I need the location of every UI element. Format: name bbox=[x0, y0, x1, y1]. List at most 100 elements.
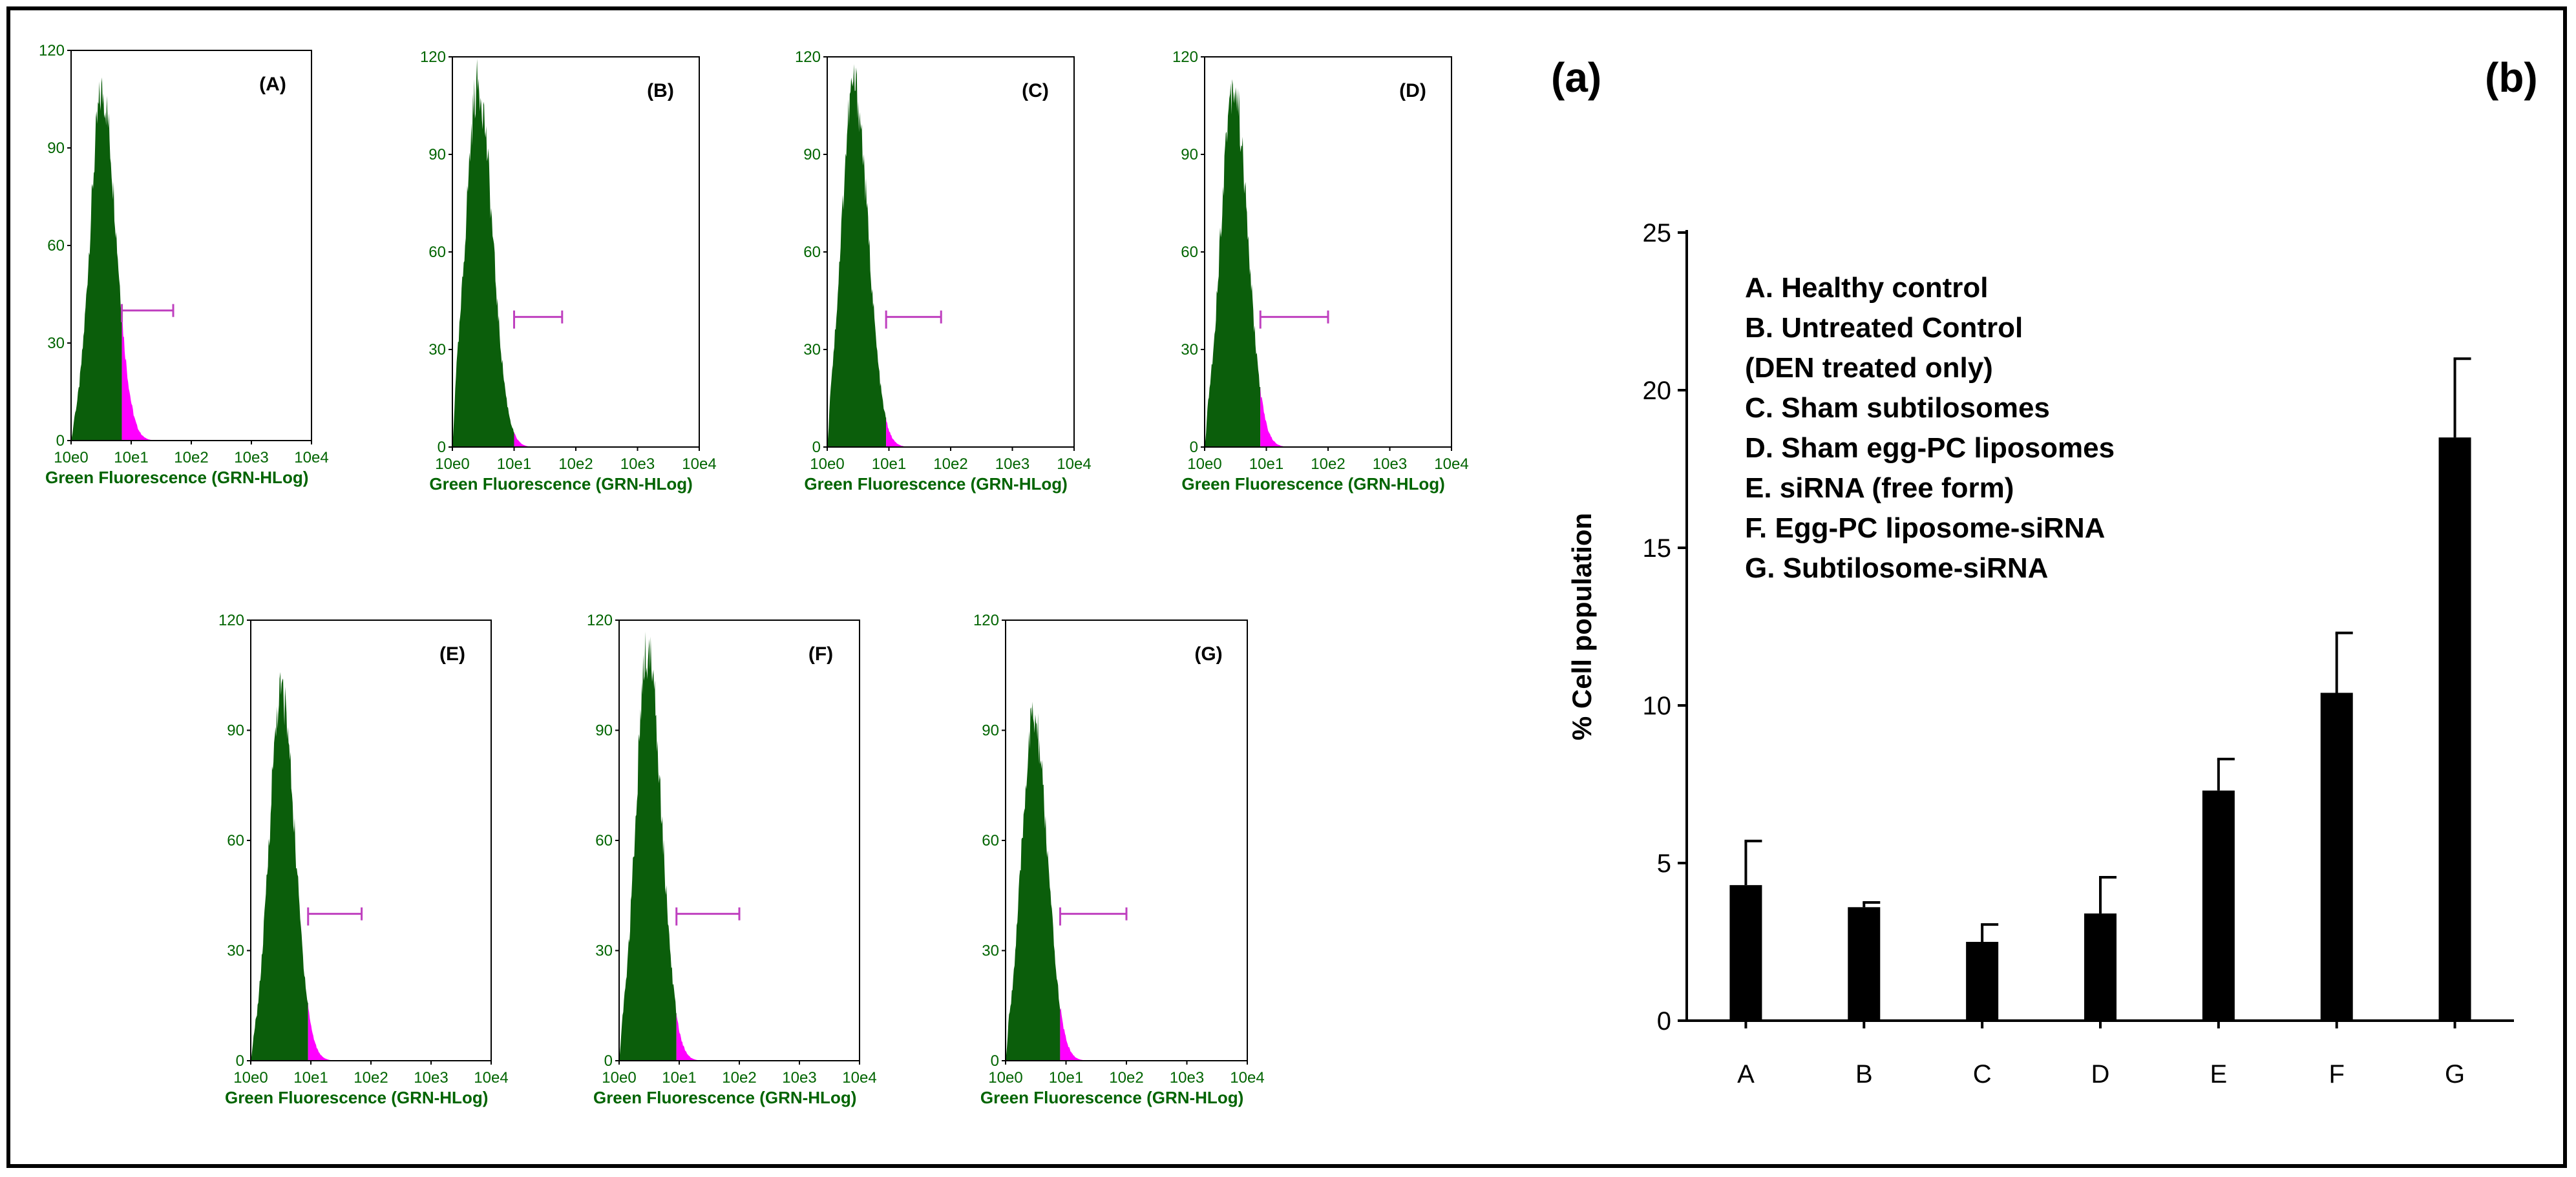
histogram-distribution bbox=[71, 77, 122, 441]
y-tick-label: 0 bbox=[56, 432, 65, 450]
y-tick-label: 0 bbox=[991, 1052, 999, 1070]
x-tick-label: 10e0 bbox=[810, 455, 844, 473]
y-tick-label: 120 bbox=[973, 612, 999, 629]
legend-entry: (DEN treated only) bbox=[1745, 352, 1993, 384]
y-tick-label: 0 bbox=[1190, 439, 1198, 456]
y-tick-label: 30 bbox=[982, 943, 999, 960]
y-tick-label: 0 bbox=[1657, 1007, 1671, 1036]
x-tick-label: 10e3 bbox=[414, 1069, 448, 1087]
x-tick-label: 10e1 bbox=[872, 455, 906, 473]
histogram-title: (D) bbox=[1399, 80, 1426, 101]
x-tick-label: 10e0 bbox=[1187, 455, 1221, 473]
y-tick-label: 60 bbox=[595, 832, 613, 849]
y-tick-label: 60 bbox=[227, 832, 244, 849]
y-tick-label: 30 bbox=[1181, 341, 1198, 359]
x-tick-label: 10e2 bbox=[174, 449, 208, 466]
bar-e bbox=[2202, 790, 2235, 1021]
x-tick-label: 10e4 bbox=[1057, 455, 1091, 473]
x-tick-label: 10e2 bbox=[1109, 1069, 1143, 1087]
gated-distribution bbox=[121, 315, 167, 441]
y-tick-label: 10 bbox=[1643, 692, 1672, 720]
y-tick-label: 20 bbox=[1643, 377, 1672, 405]
y-tick-label: 60 bbox=[803, 244, 821, 261]
x-tick-label: 10e3 bbox=[620, 455, 655, 473]
x-axis-label: Green Fluorescence (GRN-HLog) bbox=[980, 1088, 1243, 1107]
gated-distribution bbox=[514, 432, 551, 447]
histogram-title: (A) bbox=[259, 74, 286, 95]
y-tick-label: 90 bbox=[428, 146, 446, 163]
x-tick-label: D bbox=[2091, 1060, 2110, 1088]
bar-chart: 0 5 10 15 20 25 A B C D E F G % Cell population A. Hea… bbox=[1567, 219, 2514, 1088]
bar-b bbox=[1848, 907, 1881, 1021]
histogram-distribution bbox=[452, 59, 514, 448]
x-axis-label: Green Fluorescence (GRN-HLog) bbox=[804, 474, 1067, 494]
x-axis-label: Green Fluorescence (GRN-HLog) bbox=[1181, 474, 1444, 494]
panel-label-a: (a) bbox=[1551, 54, 1601, 101]
x-tick-label: 10e4 bbox=[474, 1069, 508, 1087]
panel-label-b: (b) bbox=[2485, 54, 2538, 101]
x-tick-label: 10e1 bbox=[293, 1069, 328, 1087]
x-tick-label: 10e2 bbox=[722, 1069, 756, 1087]
x-tick-label: A bbox=[1737, 1060, 1755, 1088]
histogram-distribution bbox=[1006, 702, 1061, 1061]
x-tick-label: 10e4 bbox=[294, 449, 328, 466]
y-tick-label: 0 bbox=[236, 1052, 244, 1070]
x-tick-label: B bbox=[1855, 1060, 1873, 1088]
y-tick-label: 120 bbox=[795, 48, 821, 66]
histogram-distribution bbox=[1205, 79, 1261, 448]
x-tick-label: 10e3 bbox=[1373, 455, 1407, 473]
legend-entry: F. Egg-PC liposome-siRNA bbox=[1745, 512, 2105, 544]
x-tick-label: 10e2 bbox=[1311, 455, 1345, 473]
gated-distribution bbox=[676, 1013, 715, 1061]
y-tick-label: 0 bbox=[438, 439, 446, 456]
y-tick-label: 60 bbox=[1181, 244, 1198, 261]
x-tick-label: 10e1 bbox=[662, 1069, 696, 1087]
y-tick-label: 120 bbox=[1172, 48, 1198, 66]
histogram-title: (G) bbox=[1194, 643, 1222, 665]
x-axis-label: Green Fluorescence (GRN-HLog) bbox=[593, 1088, 856, 1107]
y-tick-label: 90 bbox=[47, 140, 65, 157]
y-tick-label: 90 bbox=[803, 146, 821, 163]
y-tick-label: 90 bbox=[595, 722, 613, 740]
x-tick-label: 10e4 bbox=[682, 455, 716, 473]
x-tick-label: 10e1 bbox=[497, 455, 531, 473]
histogram-distribution bbox=[619, 631, 677, 1061]
y-tick-label: 120 bbox=[587, 612, 613, 629]
histogram-distribution bbox=[251, 672, 308, 1061]
legend-entry: C. Sham subtilosomes bbox=[1745, 392, 2050, 424]
bar-g bbox=[2438, 437, 2471, 1021]
x-tick-label: 10e1 bbox=[1249, 455, 1283, 473]
y-tick-label: 30 bbox=[428, 341, 446, 359]
y-axis-label: % Cell population bbox=[1567, 513, 1597, 740]
gated-distribution bbox=[886, 417, 926, 447]
y-tick-label: 25 bbox=[1643, 219, 1672, 247]
y-tick-label: 60 bbox=[47, 237, 65, 255]
x-axis-label: Green Fluorescence (GRN-HLog) bbox=[225, 1088, 488, 1107]
x-tick-label: 10e1 bbox=[114, 449, 148, 466]
x-tick-label: 10e4 bbox=[1434, 455, 1468, 473]
histogram-distribution bbox=[827, 64, 887, 447]
y-tick-label: 120 bbox=[420, 48, 446, 66]
bar-c bbox=[1966, 942, 1999, 1021]
bar-a bbox=[1729, 885, 1762, 1021]
x-tick-label: 10e0 bbox=[54, 449, 88, 466]
legend-entry: A. Healthy control bbox=[1745, 272, 1989, 304]
y-tick-label: 60 bbox=[428, 244, 446, 261]
x-axis-label: Green Fluorescence (GRN-HLog) bbox=[429, 474, 692, 494]
x-tick-label: 10e0 bbox=[435, 455, 469, 473]
histogram-title: (E) bbox=[439, 643, 465, 665]
x-tick-label: 10e2 bbox=[933, 455, 967, 473]
legend-entry: E. siRNA (free form) bbox=[1745, 472, 2014, 504]
legend-entry: B. Untreated Control bbox=[1745, 312, 2023, 344]
gated-distribution bbox=[308, 1003, 347, 1061]
bar-d bbox=[2084, 913, 2117, 1021]
x-tick-label: 10e4 bbox=[842, 1069, 876, 1087]
y-tick-label: 90 bbox=[1181, 146, 1198, 163]
x-tick-label: 10e2 bbox=[558, 455, 593, 473]
x-tick-label: 10e0 bbox=[233, 1069, 268, 1087]
